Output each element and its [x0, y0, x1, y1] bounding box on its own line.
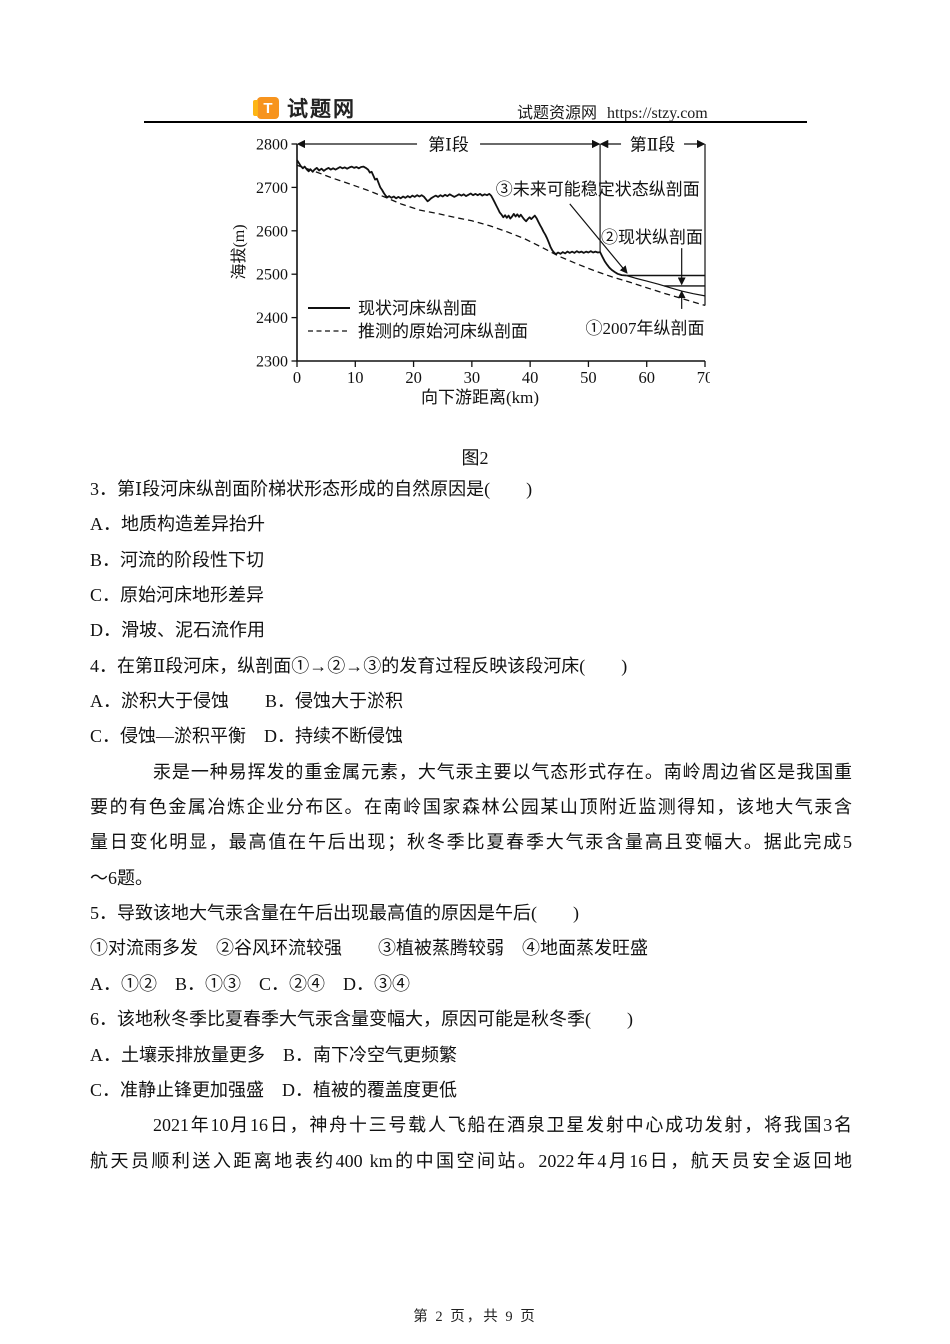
logo-text: 试题网 [287, 98, 356, 121]
section-label: 第Ⅱ段 [630, 136, 676, 155]
x-tick-label: 0 [293, 368, 301, 387]
para-line: 汞是一种易挥发的重金属元素，大气汞主要以气态形式存在。南岭周边省区是我国重 [153, 761, 852, 782]
x-tick-label: 60 [638, 368, 655, 387]
y-tick-label: 2500 [256, 267, 288, 284]
chart-section-brackets: 第Ⅰ段 第Ⅱ段 [296, 136, 706, 306]
option-line: D．滑坡、泥石流作用 [90, 620, 265, 641]
option-line: C．侵蚀—淤积平衡 D．持续不断侵蚀 [90, 726, 404, 747]
option-line: ①对流雨多发 ②谷风环流较强 ③植被蒸腾较弱 ④地面蒸发旺盛 [90, 938, 648, 959]
question-line: 4．在第Ⅱ段河床，纵剖面①→②→③的发育过程反映该段河床( ) [90, 655, 628, 676]
x-tick-label: 40 [522, 368, 539, 387]
option-line: A．地质构造差异抬升 [90, 514, 265, 535]
annotation-label: ③未来可能稳定状态纵剖面 [496, 180, 700, 199]
y-tick-label: 2700 [256, 180, 288, 197]
page-footer: 第 2 页，共 9 页 [413, 1309, 537, 1325]
y-tick-label: 2800 [256, 137, 288, 154]
site-link[interactable]: 试题资源网 https://stzy.com [517, 99, 708, 123]
site-url[interactable]: https://stzy.com [607, 105, 708, 122]
logo-t-icon: T [253, 97, 279, 119]
y-axis-title: 海拔(m) [230, 224, 248, 279]
legend-label: 推测的原始河床纵剖面 [358, 322, 528, 341]
para-line: 2021年10月16日，神舟十三号载人飞船在酒泉卫星发射中心成功发射，将我国3名 [153, 1115, 852, 1136]
x-tick-label: 10 [347, 368, 364, 387]
question-text-block: 3．第Ⅰ段河床纵剖面阶梯状形态形成的自然原因是( ) A．地质构造差异抬升 B．河流… [90, 472, 852, 1179]
site-label: 试题资源网 [517, 105, 598, 122]
annotation-arrow [569, 203, 628, 274]
x-tick-label: 70 [697, 368, 710, 387]
header-divider [144, 121, 807, 123]
series-original-bed [296, 164, 706, 307]
river-profile-chart: 2800 2700 2600 2500 2400 2300 0 10 20 30 40 50 60 70 向… [230, 136, 710, 408]
logo-letter: T [263, 99, 273, 117]
option-line: A．土壤汞排放量更多 B．南下冷空气更频繁 [90, 1044, 458, 1065]
annotation-label: ①2007年纵剖面 [585, 319, 704, 338]
x-tick-label: 30 [464, 368, 481, 387]
para-line: 量日变化明显，最高值在午后出现；秋冬季比夏春季大气汞含量高且变幅大。据此完成5 [90, 832, 852, 853]
figure-caption: 图2 [461, 448, 489, 468]
para-line: ～6题。 [90, 867, 153, 888]
question-line: 3．第Ⅰ段河床纵剖面阶梯状形态形成的自然原因是( ) [90, 479, 533, 499]
option-line: C．准静止锋更加强盛 D．植被的覆盖度更低 [90, 1079, 458, 1100]
option-line: B．河流的阶段性下切 [90, 549, 265, 570]
x-axis-title: 向下游距离(km) [421, 388, 539, 407]
x-tick-label: 20 [405, 368, 422, 387]
annotation-label: ②现状纵剖面 [601, 228, 703, 247]
question-line: 6．该地秋冬季比夏春季大气汞含量变幅大，原因可能是秋冬季( ) [90, 1009, 633, 1030]
section-label: 第Ⅰ段 [428, 136, 469, 155]
para-line: 航天员顺利送入距离地表约400 km的中国空间站。2022年4月16日，航天员安… [90, 1150, 852, 1171]
chart-series [296, 159, 706, 307]
legend-label: 现状河床纵剖面 [358, 299, 477, 318]
stzy-logo: T 试题网 [253, 93, 356, 123]
option-line: C．原始河床地形差异 [90, 585, 265, 606]
para-line: 要的有色金属冶炼企业分布区。在南岭国家森林公园某山顶附近监测得知，该地大气汞含 [90, 797, 852, 818]
y-tick-label: 2600 [256, 223, 288, 240]
y-tick-label: 2300 [256, 354, 288, 371]
question-line: 5．导致该地大气汞含量在午后出现最高值的原因是午后( ) [90, 903, 579, 924]
chart-axes: 2800 2700 2600 2500 2400 2300 0 10 20 30 40 50 60 70 向… [230, 137, 710, 408]
series-current-bed [296, 159, 627, 277]
option-line: A．淤积大于侵蚀 B．侵蚀大于淤积 [90, 691, 404, 712]
option-line: A．①② B．①③ C．②④ D．③④ [90, 973, 411, 994]
x-tick-label: 50 [580, 368, 597, 387]
y-tick-label: 2400 [256, 310, 288, 327]
chart-annotations: ③未来可能稳定状态纵剖面 ②现状纵剖面 ①2007年纵剖面 [496, 180, 705, 338]
